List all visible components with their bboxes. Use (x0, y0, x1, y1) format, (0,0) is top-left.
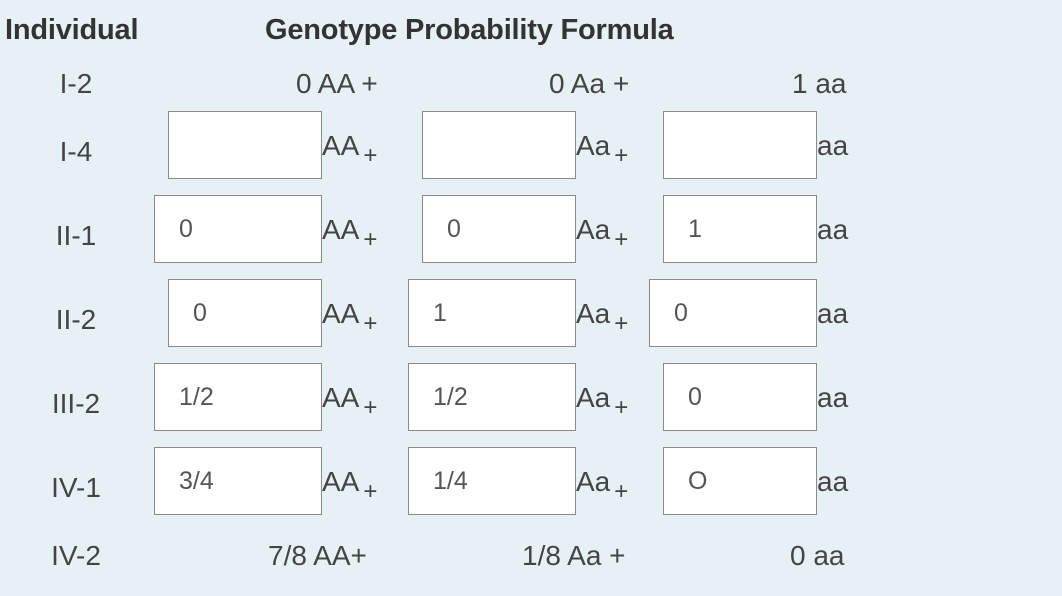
AA-input-value: 1/2 (179, 382, 214, 411)
aa-suffix: aa (817, 466, 849, 497)
AA-suffix: AA + (322, 130, 378, 169)
Aa-input-IV-1[interactable]: 1/4 (408, 447, 576, 515)
row-label-III-2: III-2 (51, 388, 101, 419)
AA-input-value: 0 (179, 214, 193, 243)
Aa-input-II-1[interactable]: 0 (422, 195, 576, 263)
AA-input-II-2[interactable]: 0 (168, 279, 322, 347)
Aa-input-I-4[interactable] (422, 111, 576, 179)
AA-input-I-4[interactable] (168, 111, 322, 179)
aa-input-IV-1[interactable]: O (663, 447, 817, 515)
Aa-suffix: Aa + (576, 382, 629, 421)
aa-suffix: aa (817, 382, 849, 413)
row-label-II-1: II-1 (55, 220, 97, 251)
AA-suffix: AA + (322, 466, 378, 505)
static-aa-IV-2: 0 aa (790, 540, 845, 571)
AA-suffix: AA + (322, 382, 378, 421)
Aa-suffix: Aa + (576, 298, 629, 337)
static-Aa-I-2: 0 Aa + (549, 68, 630, 99)
AA-input-II-1[interactable]: 0 (154, 195, 322, 263)
Aa-suffix: Aa + (576, 130, 629, 169)
AA-suffix: AA + (322, 214, 378, 253)
aa-suffix: aa (817, 298, 849, 329)
row-label-II-2: II-2 (55, 304, 97, 335)
aa-input-II-2[interactable]: 0 (649, 279, 817, 347)
Aa-input-value: 1 (433, 298, 447, 327)
individual-header: Individual (5, 14, 139, 46)
row-label-IV-2: IV-2 (51, 540, 101, 571)
Aa-input-value: 1/2 (433, 382, 468, 411)
static-aa-I-2: 1 aa (792, 68, 847, 99)
AA-input-III-2[interactable]: 1/2 (154, 363, 322, 431)
static-Aa-IV-2: 1/8 Aa + (522, 540, 626, 571)
row-label-IV-1: IV-1 (51, 472, 101, 503)
aa-input-II-1[interactable]: 1 (663, 195, 817, 263)
static-AA-IV-2: 7/8 AA+ (268, 540, 367, 571)
Aa-input-value: 1/4 (433, 466, 468, 495)
row-label-I-2: I-2 (59, 68, 93, 99)
AA-input-IV-1[interactable]: 3/4 (154, 447, 322, 515)
Aa-input-value: 0 (447, 214, 461, 243)
aa-suffix: aa (817, 130, 849, 161)
row-label-I-4: I-4 (59, 136, 93, 167)
aa-input-value: 0 (688, 382, 702, 411)
Aa-suffix: Aa + (576, 214, 629, 253)
AA-input-value: 0 (193, 298, 207, 327)
Aa-input-III-2[interactable]: 1/2 (408, 363, 576, 431)
aa-suffix: aa (817, 214, 849, 245)
aa-input-value: 0 (674, 298, 688, 327)
aa-input-III-2[interactable]: 0 (663, 363, 817, 431)
static-AA-I-2: 0 AA + (296, 68, 378, 99)
Aa-suffix: Aa + (576, 466, 629, 505)
aa-input-I-4[interactable] (663, 111, 817, 179)
Aa-input-II-2[interactable]: 1 (408, 279, 576, 347)
AA-input-value: 3/4 (179, 466, 214, 495)
aa-input-value: 1 (688, 214, 702, 243)
AA-suffix: AA + (322, 298, 378, 337)
formula-header: Genotype Probability Formula (265, 14, 674, 46)
aa-input-value: O (688, 466, 708, 495)
